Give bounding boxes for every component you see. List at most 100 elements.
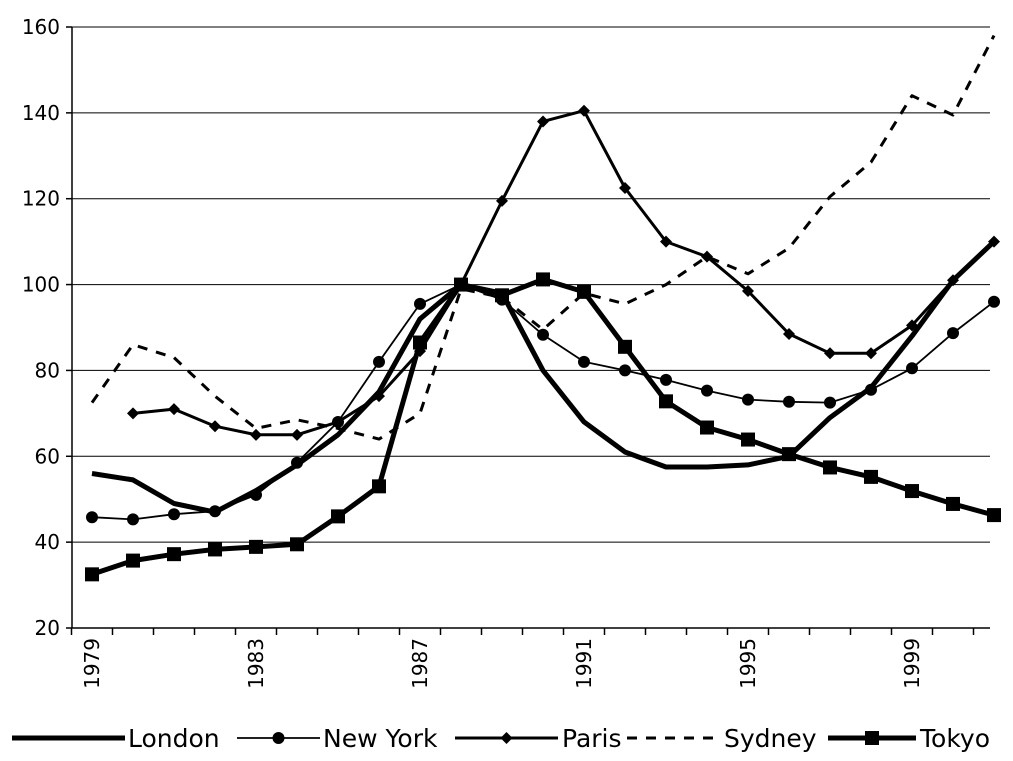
legend-marker-tokyo [865,731,879,745]
data-point-tokyo [905,484,919,499]
legend-marker-new-york [272,732,285,744]
legend-label-tokyo: Tokyo [919,724,990,753]
data-point-paris [291,428,303,441]
data-point-tokyo [290,537,304,552]
data-point-new-york [537,328,549,341]
legend-label-paris: Paris [562,724,622,753]
data-point-paris [537,115,549,128]
data-point-paris [783,327,795,340]
series-line-sydney [90,34,996,441]
data-point-paris [373,390,385,403]
legend-item-paris: Paris [455,724,622,753]
legend-label-sydney: Sydney [724,724,817,753]
legend: London New York Paris Sydney Tokyo [12,724,990,753]
x-tick-label: 1999 [900,638,924,689]
data-point-tokyo [208,542,222,557]
data-point-tokyo [946,496,960,511]
axes: 20 40 60 80 100 120 140 160 1979 1983 1987 1991 1995… [22,15,990,689]
data-point-tokyo [249,539,263,554]
data-point-new-york [414,297,426,310]
data-point-tokyo [167,547,181,562]
data-point-paris [578,104,590,117]
data-point-new-york [168,508,180,521]
data-point-new-york [783,395,795,408]
x-tick-label: 1979 [80,638,104,689]
data-point-new-york [701,384,713,397]
data-point-new-york [250,488,262,501]
x-tick-label: 1995 [736,638,760,689]
series-layer [85,34,1001,582]
series-sydney [90,34,996,441]
data-point-paris [332,415,344,428]
legend-marker-paris [500,732,513,744]
data-point-paris [865,347,877,360]
data-point-tokyo [536,272,550,287]
y-tick-label: 160 [22,15,60,39]
data-point-paris [168,403,180,416]
data-point-new-york [865,383,877,396]
data-point-new-york [742,393,754,406]
data-point-tokyo [495,288,509,303]
series-line-new-york [91,283,995,521]
legend-item-london: London [12,724,220,753]
y-tick-label: 100 [22,273,60,297]
y-tick-label: 140 [22,101,60,125]
data-point-paris [496,194,508,207]
legend-item-new-york: New York [237,724,438,753]
y-tick-label: 80 [35,358,60,382]
data-point-new-york [86,511,98,524]
data-point-tokyo [659,394,673,409]
data-point-new-york [127,513,139,526]
data-point-new-york [824,396,836,409]
data-point-paris [988,235,1000,248]
data-point-paris [250,428,262,441]
data-point-new-york [660,373,672,386]
series-line-tokyo [91,276,995,577]
data-point-new-york [373,355,385,368]
series-line-paris [132,109,996,437]
x-tick-label: 1983 [244,638,268,689]
data-point-tokyo [618,339,632,354]
y-tick-label: 120 [22,187,60,211]
data-point-paris [906,319,918,332]
data-point-tokyo [85,567,99,582]
data-point-tokyo [987,508,1001,523]
series-new-york [86,278,1000,526]
data-point-paris [660,235,672,248]
y-tick-label: 20 [35,616,60,640]
data-point-tokyo [372,479,386,494]
data-point-paris [619,181,631,194]
data-point-tokyo [413,335,427,350]
data-point-tokyo [700,420,714,435]
data-point-tokyo [126,553,140,568]
series-london [91,239,996,515]
legend-label-new-york: New York [323,724,438,753]
data-point-paris [947,274,959,287]
y-tick-label: 60 [35,444,60,468]
data-point-new-york [988,295,1000,308]
data-point-new-york [209,505,221,518]
data-point-tokyo [782,447,796,462]
x-tick-label: 1991 [572,638,596,689]
data-point-new-york [947,327,959,340]
legend-item-tokyo: Tokyo [828,724,990,753]
gridlines [72,26,990,629]
data-point-tokyo [331,509,345,524]
data-point-new-york [619,364,631,377]
data-point-tokyo [864,469,878,484]
x-tick-label: 1987 [408,638,432,689]
data-point-paris [701,250,713,263]
data-point-new-york [291,456,303,469]
series-line-london [91,239,996,515]
data-point-paris [209,420,221,433]
data-point-tokyo [741,432,755,447]
data-point-new-york [906,362,918,375]
data-point-tokyo [577,284,591,299]
legend-item-sydney: Sydney [627,724,817,753]
data-point-paris [742,285,754,298]
legend-label-london: London [128,724,220,753]
series-tokyo [85,272,1001,582]
data-point-tokyo [823,460,837,475]
